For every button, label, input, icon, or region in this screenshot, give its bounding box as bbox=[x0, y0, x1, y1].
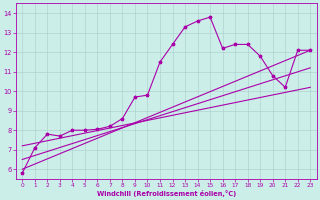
X-axis label: Windchill (Refroidissement éolien,°C): Windchill (Refroidissement éolien,°C) bbox=[97, 190, 236, 197]
